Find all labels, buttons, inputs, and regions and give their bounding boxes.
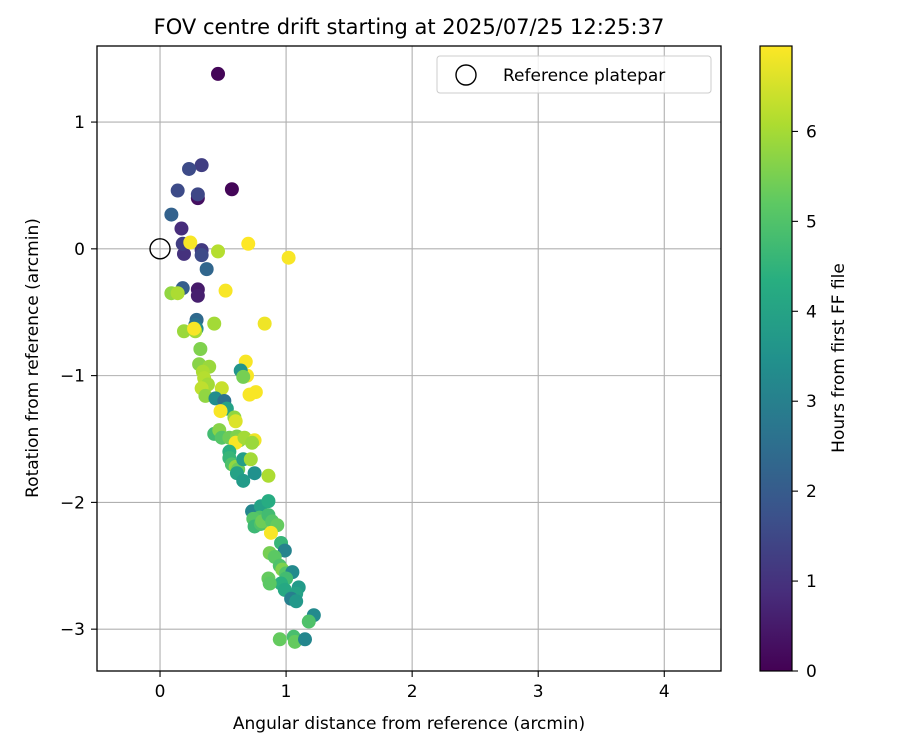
x-tick-label: 1 <box>281 682 292 702</box>
data-point <box>236 473 251 488</box>
chart-title: FOV centre drift starting at 2025/07/25 … <box>154 15 665 39</box>
reference-platepar-marker <box>149 238 171 260</box>
grid-lines <box>97 46 721 671</box>
data-point <box>207 316 222 331</box>
data-point <box>170 286 185 301</box>
legend-marker-reference <box>455 64 477 86</box>
colorbar-tick-label: 2 <box>806 482 817 502</box>
y-tick-label: 1 <box>74 113 85 133</box>
data-point <box>174 221 189 236</box>
colorbar-tick-label: 3 <box>806 392 817 412</box>
legend-box <box>436 55 712 94</box>
legend: Reference platepar <box>436 55 712 94</box>
data-point <box>241 236 256 251</box>
y-tick-label: −3 <box>60 620 85 640</box>
y-axis-label: Rotation from reference (arcmin) <box>23 218 43 498</box>
data-point <box>261 494 276 509</box>
data-point <box>224 182 239 197</box>
data-point <box>272 632 287 647</box>
x-tick-label: 4 <box>659 682 670 702</box>
data-point <box>257 316 272 331</box>
data-point <box>182 161 197 176</box>
colorbar-tick-label: 0 <box>806 662 817 682</box>
data-point <box>263 525 278 540</box>
y-tick-label: 0 <box>74 240 85 260</box>
data-point <box>281 250 296 265</box>
data-point <box>213 404 228 419</box>
y-axis-ticks: −3 −2 −1 0 1 <box>60 113 97 640</box>
data-point <box>199 262 214 277</box>
data-point <box>247 466 262 481</box>
data-point <box>187 321 202 336</box>
data-point <box>176 246 191 261</box>
x-tick-label: 2 <box>407 682 418 702</box>
data-point <box>193 341 208 356</box>
data-point <box>194 248 209 263</box>
data-point <box>170 183 185 198</box>
plot-frame <box>96 45 722 672</box>
data-point <box>228 414 243 429</box>
data-points <box>149 66 321 649</box>
legend-label-reference: Reference platepar <box>503 66 665 86</box>
y-tick-label: −2 <box>60 493 85 513</box>
data-point <box>164 207 179 222</box>
data-point <box>298 632 312 647</box>
data-point <box>301 614 316 629</box>
data-point <box>261 468 276 483</box>
colorbar-ticks: 0 1 2 3 4 5 6 <box>792 122 817 682</box>
colorbar-gradient <box>759 45 793 672</box>
data-point <box>214 381 229 396</box>
x-tick-label: 0 <box>155 682 166 702</box>
colorbar-tick-label: 4 <box>806 302 817 322</box>
data-point <box>289 594 304 609</box>
colorbar-tick-label: 6 <box>806 122 817 142</box>
colorbar-tick-label: 5 <box>806 212 817 232</box>
data-point <box>243 452 258 467</box>
data-point <box>211 244 226 259</box>
data-point <box>245 435 260 450</box>
x-axis-label: Angular distance from reference (arcmin) <box>233 714 585 734</box>
colorbar: 0 1 2 3 4 5 6 Hours from first FF file <box>759 45 849 682</box>
colorbar-label: Hours from first FF file <box>829 263 849 453</box>
x-tick-label: 3 <box>533 682 544 702</box>
colorbar-tick-label: 1 <box>806 572 817 592</box>
x-axis-ticks: 0 1 2 3 4 <box>155 671 670 702</box>
y-tick-label: −1 <box>60 367 85 387</box>
data-point <box>262 576 277 591</box>
data-point <box>242 387 257 402</box>
data-point <box>277 543 292 558</box>
data-point <box>211 66 226 81</box>
data-point <box>236 369 251 384</box>
data-point <box>190 187 205 202</box>
data-point <box>218 283 233 298</box>
data-point <box>190 288 205 303</box>
data-point <box>183 235 198 250</box>
data-point <box>194 158 209 173</box>
